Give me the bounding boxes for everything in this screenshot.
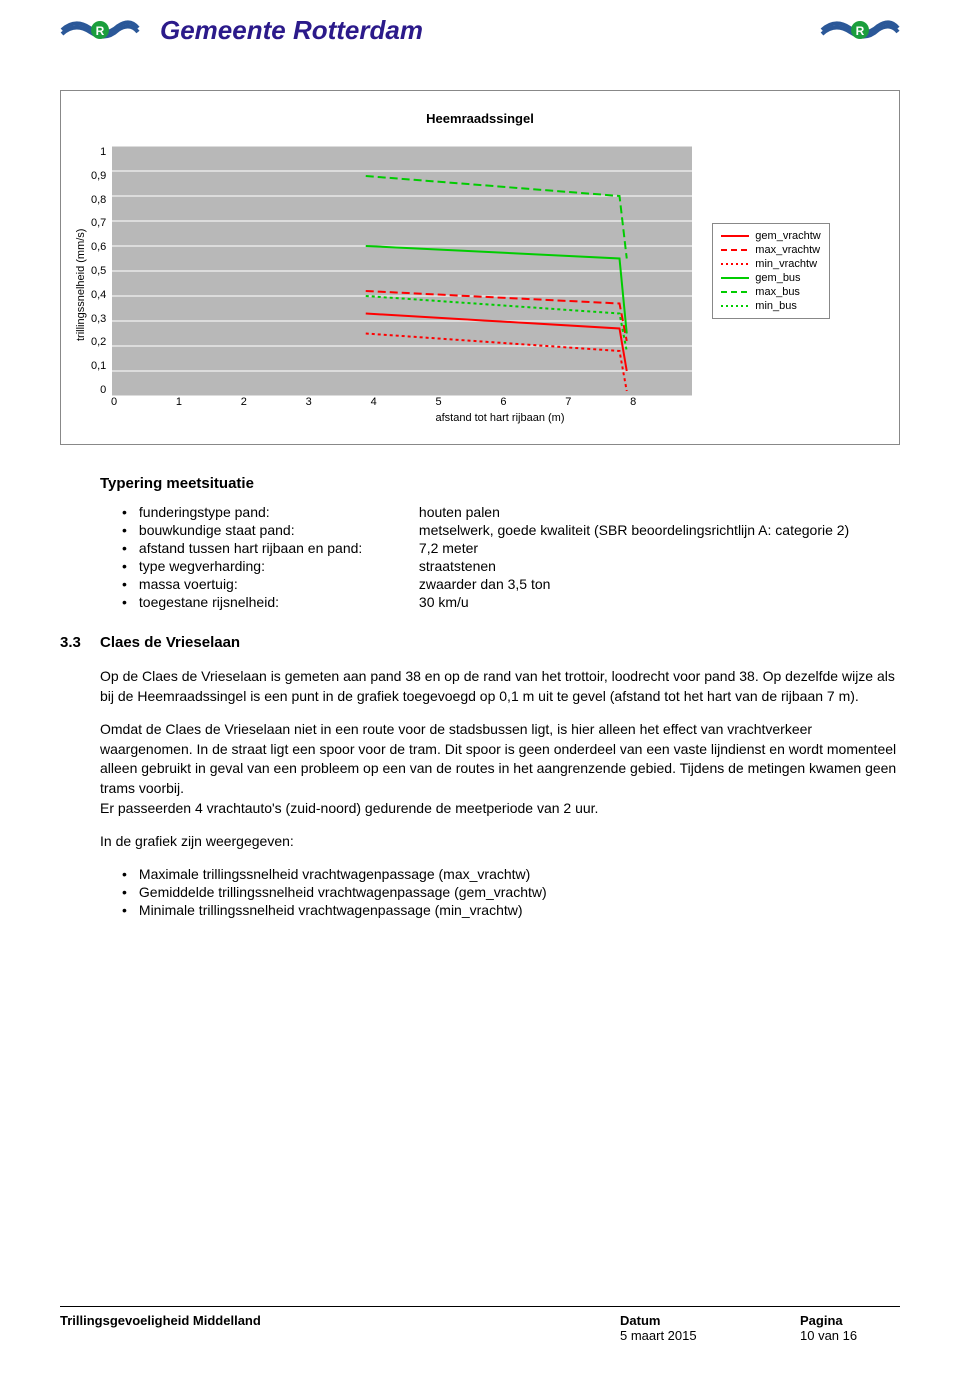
ytick: 0 xyxy=(91,384,106,396)
typering-key: afstand tussen hart rijbaan en pand: xyxy=(139,540,419,556)
ytick: 0,4 xyxy=(91,289,106,301)
paragraph: In de grafiek zijn weergegeven: xyxy=(100,832,900,852)
typering-key: toegestane rijsnelheid: xyxy=(139,594,419,610)
legend-item: max_vrachtw xyxy=(721,244,820,256)
ytick: 0,1 xyxy=(91,360,106,372)
typering-val: zwaarder dan 3,5 ton xyxy=(419,576,551,592)
legend-line-icon xyxy=(721,263,749,265)
footer-doc: Trillingsgevoeligheid Middelland xyxy=(60,1313,620,1343)
typering-val: 30 km/u xyxy=(419,594,469,610)
xtick: 8 xyxy=(630,396,695,408)
list-item: Minimale trillingssnelheid vrachtwagenpa… xyxy=(140,902,900,918)
typering-val: straatstenen xyxy=(419,558,496,574)
grafiek-list: Maximale trillingssnelheid vrachtwagenpa… xyxy=(140,866,900,918)
subsection-title: Claes de Vrieselaan xyxy=(100,634,240,651)
ytick: 0,3 xyxy=(91,313,106,325)
page-title: Gemeente Rotterdam xyxy=(160,15,423,46)
ytick: 0,5 xyxy=(91,265,106,277)
footer-page-label: Pagina xyxy=(800,1313,900,1328)
legend-line-icon xyxy=(721,305,749,307)
legend-label: gem_bus xyxy=(755,272,800,284)
typering-key: funderingstype pand: xyxy=(139,504,419,520)
chart-container: Heemraadssingel trillingssnelheid (mm/s)… xyxy=(60,90,900,445)
ytick: 1 xyxy=(91,146,106,158)
legend-line-icon xyxy=(721,249,749,251)
chart-ylabel: trillingssnelheid (mm/s) xyxy=(71,146,91,424)
ytick: 0,9 xyxy=(91,170,106,182)
typering-key: type wegverharding: xyxy=(139,558,419,574)
typering-item: toegestane rijsnelheid:30 km/u xyxy=(140,594,900,610)
ytick: 0,6 xyxy=(91,241,106,253)
legend-label: gem_vrachtw xyxy=(755,230,820,242)
rotterdam-logo-right-icon: R xyxy=(820,10,900,50)
legend-line-icon xyxy=(721,291,749,293)
page-footer: Trillingsgevoeligheid Middelland Datum 5… xyxy=(60,1306,900,1343)
svg-text:R: R xyxy=(96,24,105,38)
chart-xlabel: afstand tot hart rijbaan (m) xyxy=(111,412,889,424)
xtick: 7 xyxy=(565,396,630,408)
legend-item: min_bus xyxy=(721,300,820,312)
page-header: R Gemeente Rotterdam R xyxy=(60,0,900,50)
typering-item: massa voertuig:zwaarder dan 3,5 ton xyxy=(140,576,900,592)
xtick: 3 xyxy=(306,396,371,408)
legend-label: max_vrachtw xyxy=(755,244,820,256)
paragraph: Omdat de Claes de Vrieselaan niet in een… xyxy=(100,720,900,818)
footer-date-label: Datum xyxy=(620,1313,800,1328)
ytick: 0,2 xyxy=(91,336,106,348)
footer-page: 10 van 16 xyxy=(800,1328,900,1343)
legend-line-icon xyxy=(721,235,749,237)
typering-val: metselwerk, goede kwaliteit (SBR beoorde… xyxy=(419,522,849,538)
xtick: 5 xyxy=(435,396,500,408)
xtick: 6 xyxy=(500,396,565,408)
legend-item: min_vrachtw xyxy=(721,258,820,270)
chart-xticks: 012345678 xyxy=(115,396,695,408)
typering-item: afstand tussen hart rijbaan en pand:7,2 … xyxy=(140,540,900,556)
list-item: Maximale trillingssnelheid vrachtwagenpa… xyxy=(140,866,900,882)
legend-label: min_vrachtw xyxy=(755,258,817,270)
svg-text:R: R xyxy=(856,24,865,38)
typering-val: 7,2 meter xyxy=(419,540,478,556)
legend-line-icon xyxy=(721,277,749,279)
typering-key: bouwkundige staat pand: xyxy=(139,522,419,538)
footer-date: 5 maart 2015 xyxy=(620,1328,800,1343)
subsection-num: 3.3 xyxy=(60,634,100,651)
chart-yticks: 1 0,9 0,8 0,7 0,6 0,5 0,4 0,3 0,2 0,1 0 xyxy=(91,146,112,396)
typering-item: type wegverharding:straatstenen xyxy=(140,558,900,574)
xtick: 2 xyxy=(241,396,306,408)
legend-label: max_bus xyxy=(755,286,800,298)
rotterdam-logo-left-icon: R xyxy=(60,10,140,50)
xtick: 4 xyxy=(371,396,436,408)
legend-label: min_bus xyxy=(755,300,797,312)
ytick: 0,7 xyxy=(91,217,106,229)
paragraph: Op de Claes de Vrieselaan is gemeten aan… xyxy=(100,667,900,706)
typering-list: funderingstype pand:houten palenbouwkund… xyxy=(140,504,900,610)
chart-title: Heemraadssingel xyxy=(71,111,889,126)
typering-item: bouwkundige staat pand:metselwerk, goede… xyxy=(140,522,900,538)
chart-plot xyxy=(112,146,692,396)
typering-val: houten palen xyxy=(419,504,500,520)
list-item: Gemiddelde trillingssnelheid vrachtwagen… xyxy=(140,884,900,900)
legend-item: gem_bus xyxy=(721,272,820,284)
subsection-heading: 3.3 Claes de Vrieselaan xyxy=(60,634,900,651)
typering-key: massa voertuig: xyxy=(139,576,419,592)
xtick: 1 xyxy=(176,396,241,408)
typering-heading: Typering meetsituatie xyxy=(100,475,900,492)
ytick: 0,8 xyxy=(91,194,106,206)
chart-legend: gem_vrachtw max_vrachtw min_vrachtw gem_bus… xyxy=(712,223,829,319)
legend-item: gem_vrachtw xyxy=(721,230,820,242)
legend-item: max_bus xyxy=(721,286,820,298)
typering-item: funderingstype pand:houten palen xyxy=(140,504,900,520)
xtick: 0 xyxy=(111,396,176,408)
